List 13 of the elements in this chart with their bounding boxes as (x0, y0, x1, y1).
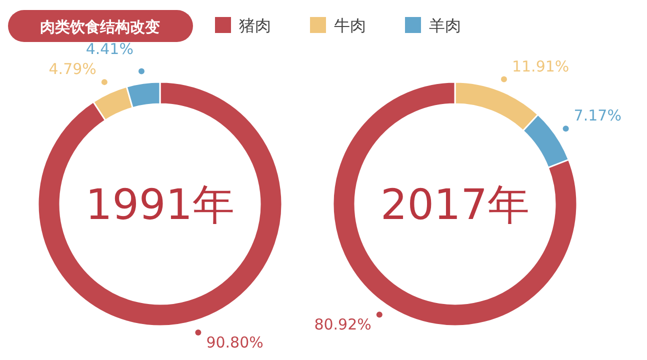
data-label: 80.92% (314, 316, 372, 334)
legend-label: 牛肉 (334, 16, 366, 35)
data-label: 4.79% (48, 60, 96, 78)
data-label: 11.91% (512, 57, 570, 76)
legend-label: 羊肉 (429, 16, 461, 35)
data-label: 90.80% (206, 333, 264, 352)
text: 肉类饮食结构改变 (40, 18, 160, 36)
text: 1991年 (86, 180, 234, 229)
data-label: 7.17% (574, 106, 622, 125)
legend-label: 猪肉 (239, 16, 271, 35)
data-label: 4.41% (86, 40, 134, 58)
donut-slice (37, 81, 283, 327)
text: 2017年 (380, 180, 530, 229)
